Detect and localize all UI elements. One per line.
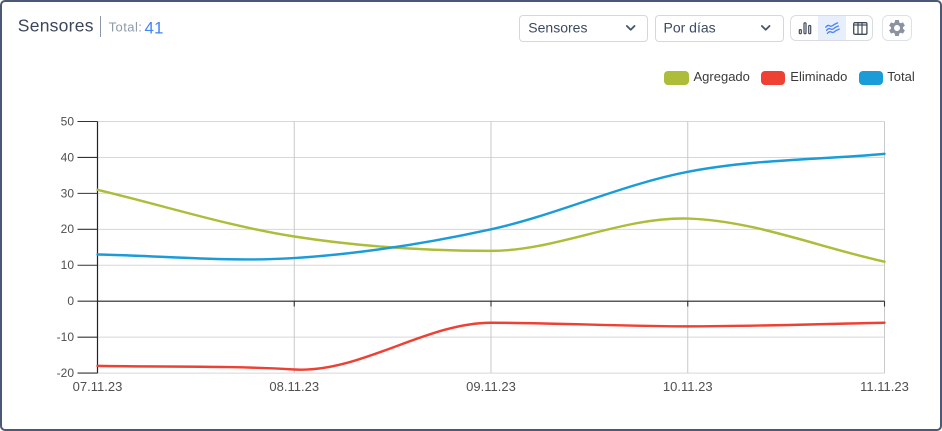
svg-text:50: 50 — [61, 114, 75, 128]
svg-text:Total: Total — [887, 69, 915, 84]
svg-text:Agregado: Agregado — [694, 69, 750, 84]
svg-text:07.11.23: 07.11.23 — [73, 379, 123, 394]
svg-text:-20: -20 — [57, 366, 75, 380]
svg-text:30: 30 — [61, 186, 75, 200]
svg-text:10.11.23: 10.11.23 — [663, 379, 713, 394]
svg-text:Por días: Por días — [664, 19, 716, 35]
svg-text:10: 10 — [61, 258, 75, 272]
svg-text:Total:: Total: — [109, 20, 143, 35]
svg-text:0: 0 — [67, 294, 74, 308]
svg-text:-10: -10 — [57, 330, 75, 344]
svg-text:09.11.23: 09.11.23 — [466, 379, 516, 394]
svg-text:Eliminado: Eliminado — [790, 69, 847, 84]
svg-text:40: 40 — [61, 150, 75, 164]
svg-text:11.11.23: 11.11.23 — [860, 379, 909, 394]
svg-text:Sensores: Sensores — [528, 19, 587, 35]
svg-text:20: 20 — [61, 222, 75, 236]
svg-text:41: 41 — [145, 19, 164, 38]
svg-text:Sensores: Sensores — [18, 15, 94, 35]
svg-text:08.11.23: 08.11.23 — [269, 379, 319, 394]
